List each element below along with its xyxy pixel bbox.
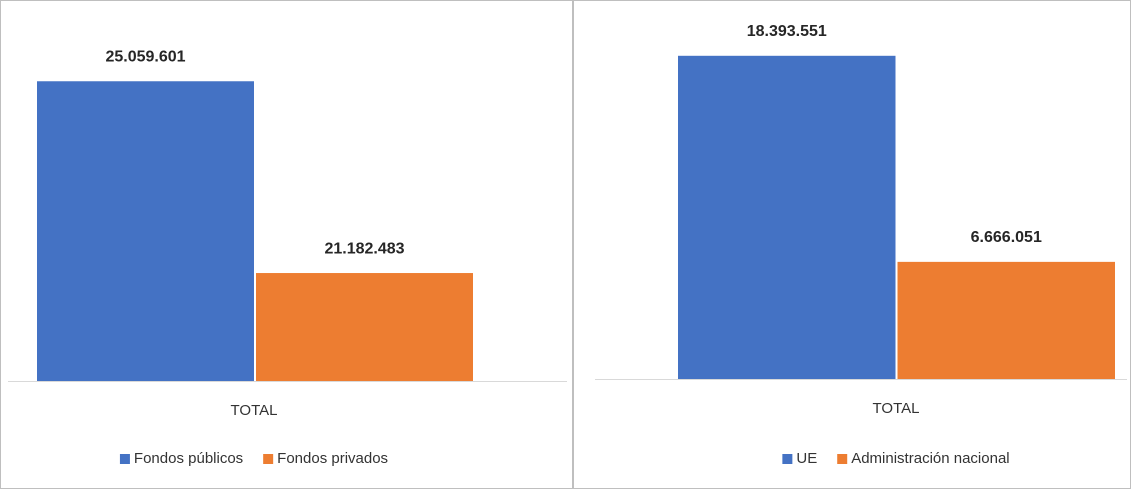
value-label: 6.666.051: [971, 229, 1042, 246]
x-tick-label: TOTAL: [873, 400, 920, 417]
legend: Fondos públicos Fondos privados: [119, 450, 388, 467]
legend-label: Fondos públicos: [134, 450, 243, 467]
legend-swatch: [782, 454, 793, 464]
value-label: 21.182.483: [324, 240, 404, 257]
legend-swatch: [119, 454, 130, 464]
legend-swatch: [837, 454, 848, 464]
bar: [897, 261, 1115, 379]
legend-label: UE: [796, 450, 817, 467]
x-tick-label: TOTAL: [231, 402, 278, 419]
value-label: 18.393.551: [747, 23, 827, 40]
legend-label: Fondos privados: [277, 450, 388, 467]
legend: UE Administración nacional: [782, 450, 1010, 467]
bar: [37, 81, 254, 381]
legend-swatch: [263, 454, 274, 464]
bar: [256, 273, 473, 381]
value-label: 25.059.601: [105, 48, 185, 65]
bar: [678, 55, 896, 379]
legend-label: Administración nacional: [851, 450, 1009, 467]
